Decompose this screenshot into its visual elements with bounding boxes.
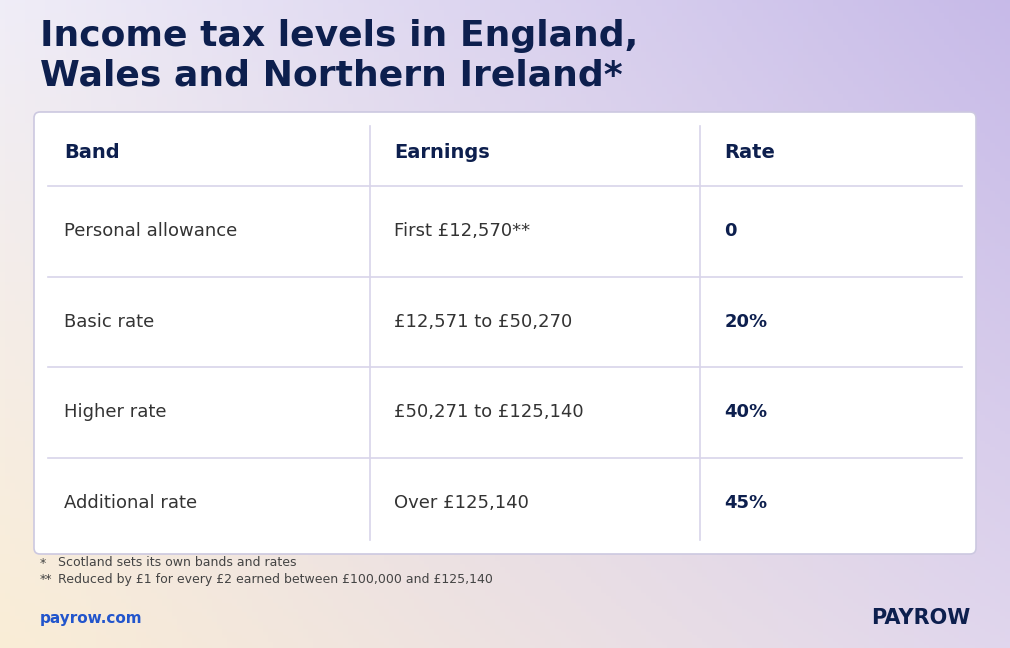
Text: payrow.com: payrow.com <box>40 610 142 625</box>
Text: Rate: Rate <box>724 143 776 161</box>
Text: Additional rate: Additional rate <box>64 494 197 512</box>
Text: PAYROW: PAYROW <box>871 608 970 628</box>
FancyBboxPatch shape <box>34 112 976 554</box>
Text: £12,571 to £50,270: £12,571 to £50,270 <box>394 313 573 330</box>
Text: Income tax levels in England,: Income tax levels in England, <box>40 19 638 53</box>
Text: 40%: 40% <box>724 403 768 421</box>
Text: 0: 0 <box>724 222 737 240</box>
Text: Basic rate: Basic rate <box>64 313 155 330</box>
Text: Band: Band <box>64 143 119 161</box>
Text: **: ** <box>40 573 53 586</box>
Text: Over £125,140: Over £125,140 <box>394 494 529 512</box>
Text: Reduced by £1 for every £2 earned between £100,000 and £125,140: Reduced by £1 for every £2 earned betwee… <box>58 573 493 586</box>
Text: First £12,570**: First £12,570** <box>394 222 530 240</box>
Text: 45%: 45% <box>724 494 768 512</box>
Text: £50,271 to £125,140: £50,271 to £125,140 <box>394 403 584 421</box>
Text: Scotland sets its own bands and rates: Scotland sets its own bands and rates <box>58 557 297 570</box>
Text: Earnings: Earnings <box>394 143 490 161</box>
Text: *: * <box>40 557 46 570</box>
Text: Wales and Northern Ireland*: Wales and Northern Ireland* <box>40 59 623 93</box>
Text: 20%: 20% <box>724 313 768 330</box>
Text: Personal allowance: Personal allowance <box>64 222 237 240</box>
Text: Higher rate: Higher rate <box>64 403 167 421</box>
